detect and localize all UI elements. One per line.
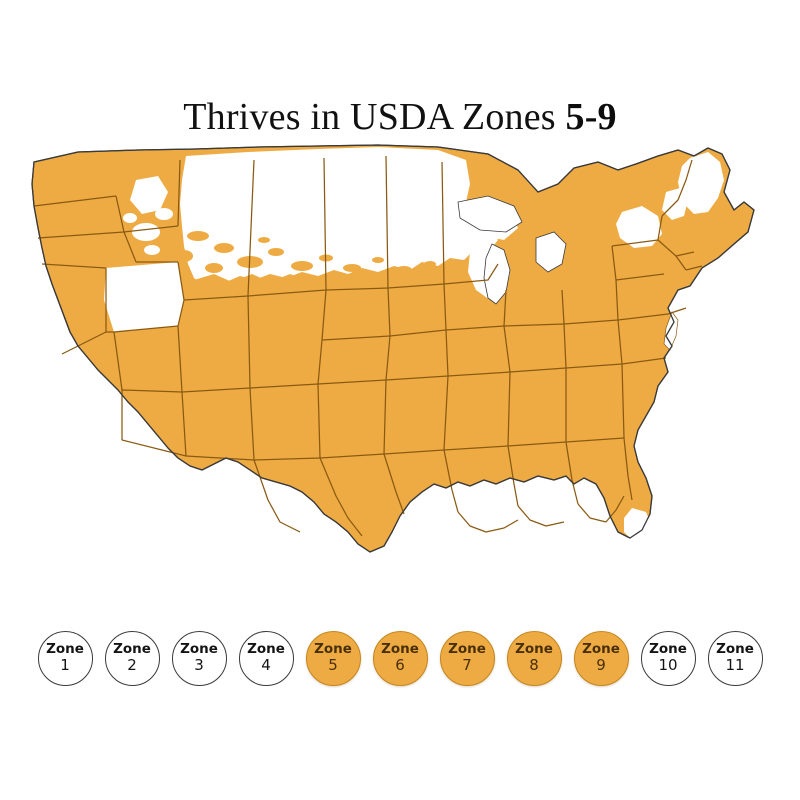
zone-chip-2[interactable]: Zone 2 xyxy=(104,630,160,686)
zone-chip-7[interactable]: Zone 7 xyxy=(439,630,495,686)
zone-chip-number: 5 xyxy=(328,655,338,674)
zone-chip-word: Zone xyxy=(113,640,151,657)
great-lakes-water xyxy=(457,195,567,305)
zone-chip-word: Zone xyxy=(448,640,486,657)
zone-chip-word: Zone xyxy=(381,640,419,657)
zone-chip-number: 2 xyxy=(127,655,137,674)
zone-chip-number: 6 xyxy=(395,655,405,674)
zone-chip-number: 10 xyxy=(658,655,678,674)
zone-chip-word: Zone xyxy=(180,640,218,657)
zone-chip-word: Zone xyxy=(314,640,352,657)
region-northern-plains-unshaded xyxy=(180,147,498,284)
page-title: Thrives in USDA Zones 5-9 xyxy=(0,95,800,139)
zone-legend: Zone 1 Zone 2 Zone 3 Zone 4 Zone 5 Zone 6 Zone 7 Zone 8… xyxy=(0,618,800,698)
zone-chip-number: 3 xyxy=(194,655,204,674)
lake-superior xyxy=(457,195,523,233)
usa-outline xyxy=(31,144,755,553)
title-zone-range: 5-9 xyxy=(565,96,617,138)
zone-chip-6[interactable]: Zone 6 xyxy=(372,630,428,686)
zone-chip-10[interactable]: Zone 10 xyxy=(640,630,696,686)
state-borders xyxy=(33,155,703,537)
region-wyoming-unshaded xyxy=(104,262,184,332)
zone-chip-3[interactable]: Zone 3 xyxy=(171,630,227,686)
zone-chip-word: Zone xyxy=(247,640,285,657)
zone-chip-number: 8 xyxy=(529,655,539,674)
zone-chip-11[interactable]: Zone 11 xyxy=(707,630,763,686)
zone-chip-9[interactable]: Zone 9 xyxy=(573,630,629,686)
usa-map-svg xyxy=(31,144,755,553)
zone-chip-number: 1 xyxy=(60,655,70,674)
unshaded-hot-south xyxy=(62,371,652,546)
zone-chip-4[interactable]: Zone 4 xyxy=(238,630,294,686)
region-northern-vt-nh-unshaded xyxy=(662,188,688,220)
map-layers xyxy=(31,144,755,553)
region-idaho-mountains-unshaded xyxy=(123,176,173,255)
zone-chip-number: 4 xyxy=(261,655,271,674)
zone-chip-number: 9 xyxy=(596,655,606,674)
zone-chip-word: Zone xyxy=(649,640,687,657)
region-imperial-valley-unshaded xyxy=(83,371,101,381)
zone-chip-1[interactable]: Zone 1 xyxy=(37,630,93,686)
zone-chip-number: 7 xyxy=(462,655,472,674)
region-south-florida-unshaded xyxy=(624,508,652,542)
zone-chip-word: Zone xyxy=(46,640,84,657)
region-south-texas-unshaded xyxy=(302,520,330,546)
zone-chip-word: Zone xyxy=(582,640,620,657)
region-adirondacks-unshaded xyxy=(616,206,662,248)
region-sw-arizona-unshaded xyxy=(120,423,152,441)
lake-michigan xyxy=(483,243,511,305)
zone-chip-number: 11 xyxy=(725,655,745,674)
zone-chip-5[interactable]: Zone 5 xyxy=(305,630,361,686)
zone-chip-8[interactable]: Zone 8 xyxy=(506,630,562,686)
zone-chip-word: Zone xyxy=(515,640,553,657)
zone-chip-word: Zone xyxy=(716,640,754,657)
usa-hardiness-map xyxy=(18,140,782,610)
region-socal-desert-unshaded xyxy=(62,390,122,440)
title-prefix: Thrives in USDA Zones xyxy=(183,96,566,138)
lake-huron-erie xyxy=(535,231,567,273)
